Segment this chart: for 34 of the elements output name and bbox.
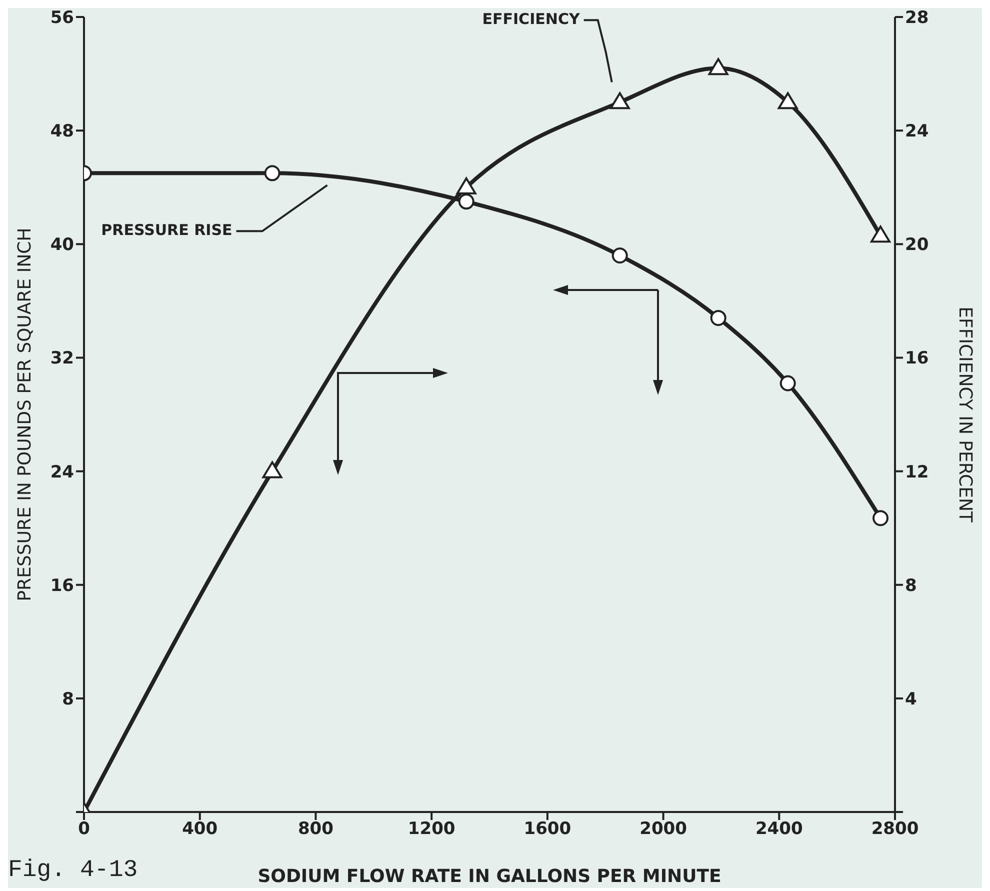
- y2-tick-label: 8: [905, 576, 917, 596]
- point: [612, 248, 628, 264]
- x-tick-label: 2000: [640, 819, 688, 840]
- x-tick-label: 0: [78, 819, 90, 840]
- y-axis-title: PRESSURE IN POUNDS PER SQUARE INCH: [14, 228, 36, 602]
- x-tick-label: 800: [298, 819, 334, 840]
- point: [458, 194, 474, 210]
- y2-tick-label: 24: [905, 122, 929, 142]
- x-tick-label: 1600: [524, 819, 572, 840]
- y-tick-label: 32: [50, 348, 74, 369]
- x-tick-label: 1200: [408, 819, 456, 840]
- y-tick-label: 8: [62, 689, 74, 710]
- y2-axis-title: EFFICIENCY IN PERCENT: [954, 306, 976, 524]
- y2-tick-label: 4: [905, 689, 917, 710]
- caption: Fig. 4-13: [8, 857, 138, 884]
- x-axis-title: SODIUM FLOW RATE IN GALLONS PER MINUTE: [258, 866, 722, 887]
- point: [780, 375, 796, 392]
- y2-tick-label: 16: [905, 348, 929, 369]
- y2-tick-label: 28: [905, 8, 929, 28]
- x-tick-label: 2400: [755, 819, 803, 840]
- text: PRESSURE RISE: [101, 221, 232, 240]
- y2-tick-label: 20: [905, 235, 929, 256]
- y-tick-label: 24: [50, 462, 74, 482]
- x-tick-label: 2800: [871, 819, 919, 840]
- text: EFFICIENCY: [482, 10, 581, 28]
- x-tick-label: 400: [182, 819, 218, 840]
- point: [710, 310, 726, 326]
- y-tick-label: 48: [50, 122, 74, 142]
- y2-tick-label: 12: [905, 462, 929, 482]
- y-tick-label: 40: [50, 235, 74, 256]
- point: [872, 510, 889, 526]
- y-tick-label: 56: [50, 8, 74, 28]
- y-tick-label: 16: [50, 576, 74, 596]
- point: [264, 165, 280, 182]
